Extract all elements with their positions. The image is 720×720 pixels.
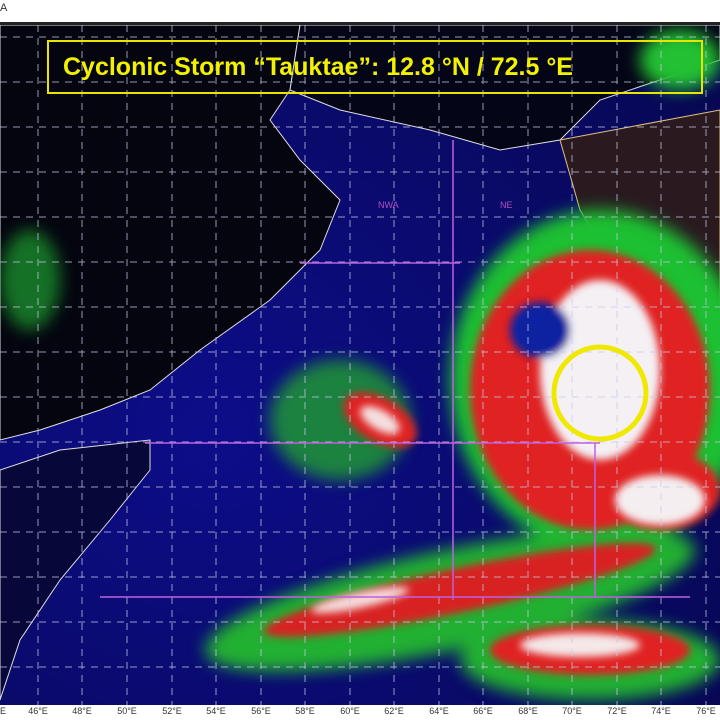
longitude-label: 74°E — [651, 706, 671, 716]
longitude-axis: E 46°E 48°E 50°E 52°E 54°E 56°E 58°E 60°E 62°E 64°… — [0, 705, 720, 720]
longitude-label: 50°E — [117, 706, 137, 716]
longitude-label: 60°E — [340, 706, 360, 716]
region-label-nwa: NWA — [378, 200, 399, 210]
longitude-label: 76°E — [696, 706, 716, 716]
longitude-label: 62°E — [384, 706, 404, 716]
longitude-label: E — [0, 706, 7, 716]
longitude-label: 70°E — [562, 706, 582, 716]
arabian-peninsula — [0, 25, 341, 441]
longitude-label: 58°E — [295, 706, 315, 716]
longitude-label: 56°E — [251, 706, 271, 716]
horn-of-africa — [0, 439, 151, 701]
storm-center-marker — [551, 344, 649, 442]
longitude-label: 48°E — [72, 706, 92, 716]
longitude-label: 64°E — [429, 706, 449, 716]
longitude-label: 46°E — [28, 706, 48, 716]
longitude-label: 66°E — [473, 706, 493, 716]
satellite-image — [0, 25, 720, 705]
longitude-label: 72°E — [607, 706, 627, 716]
boundary-lines — [100, 140, 690, 600]
longitude-label: 52°E — [162, 706, 182, 716]
longitude-label: 68°E — [518, 706, 538, 716]
corner-text: A — [0, 2, 8, 14]
region-label-ne: NE — [500, 200, 513, 210]
top-strip: A — [0, 0, 720, 25]
storm-title: Cyclonic Storm “Tauktae”: 12.8 °N / 72.5… — [47, 40, 703, 94]
longitude-label: 54°E — [206, 706, 226, 716]
iran-pakistan — [289, 25, 720, 151]
